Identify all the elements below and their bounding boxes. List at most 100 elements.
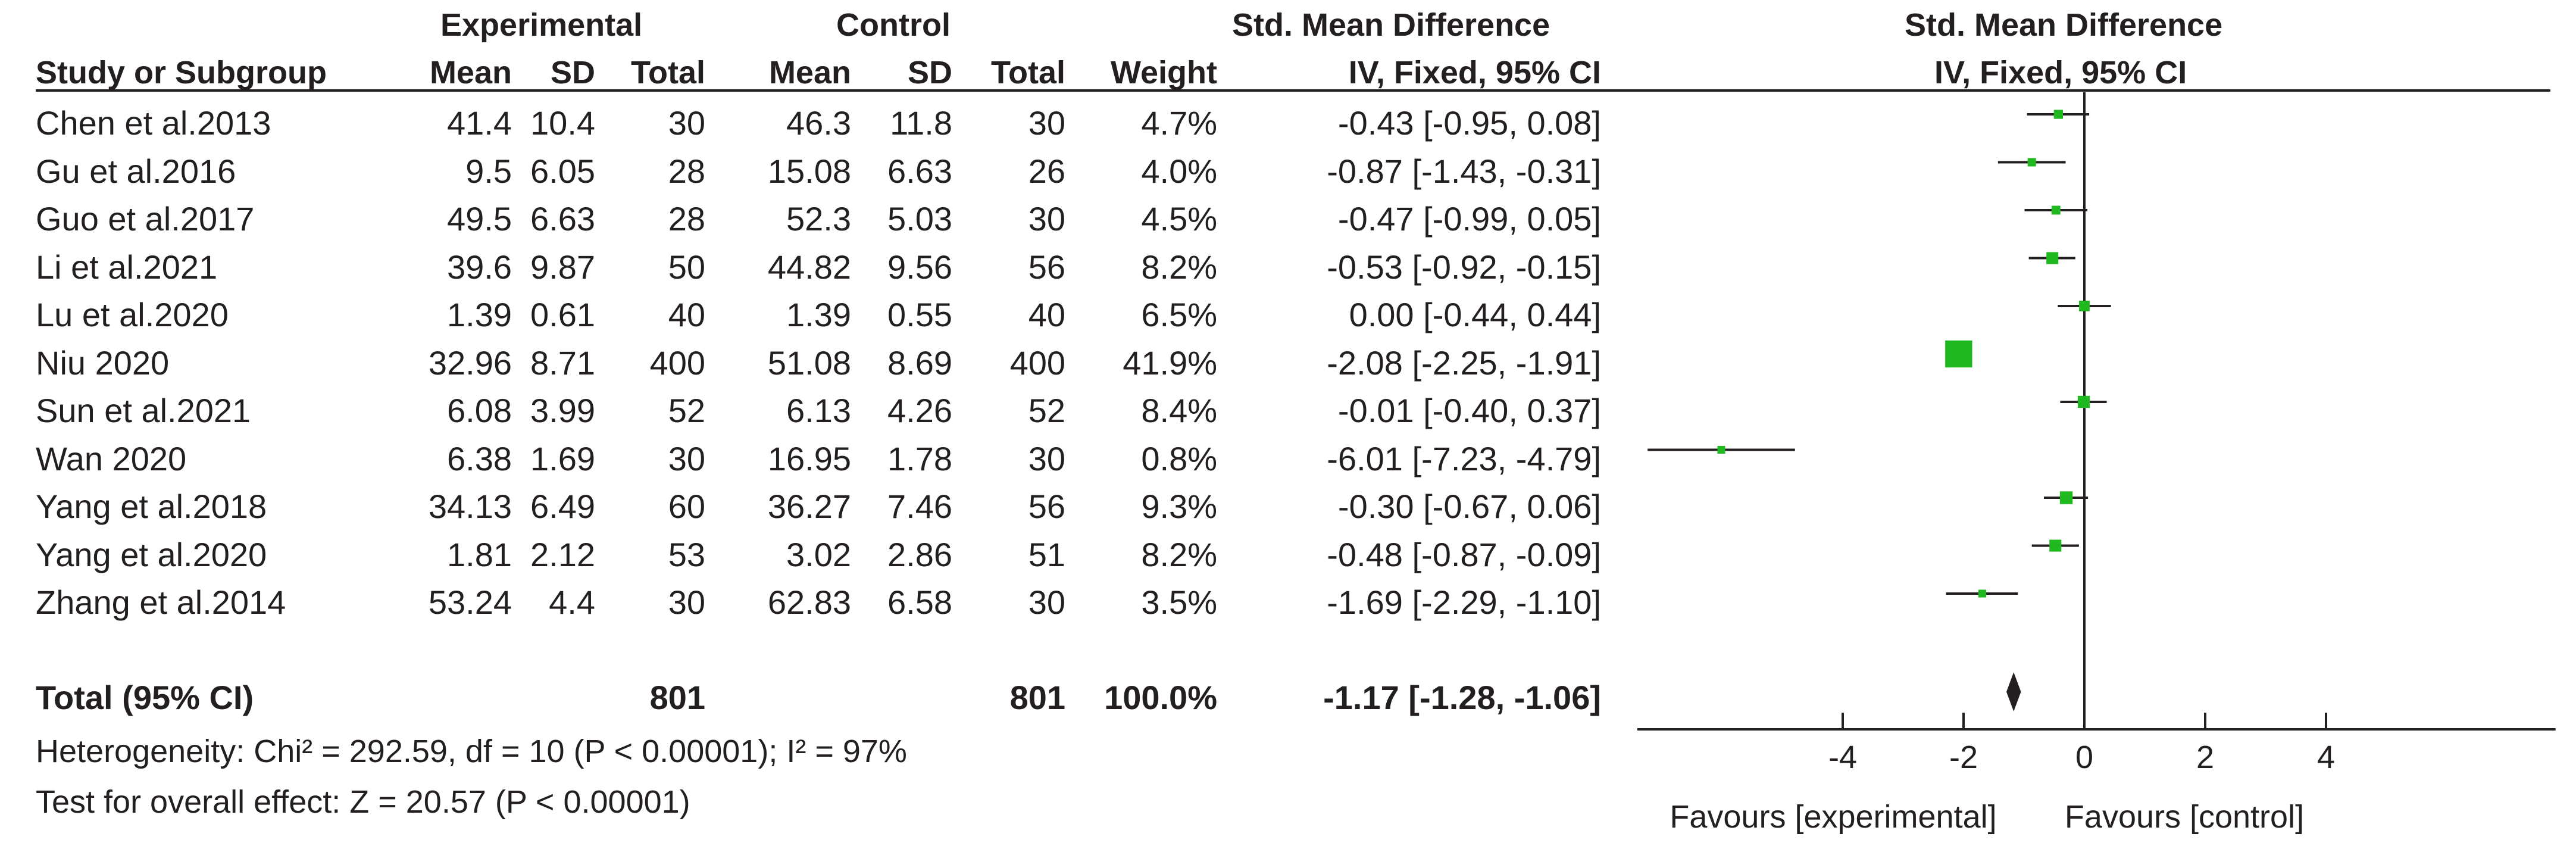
sd-control: 11.8 — [890, 104, 952, 142]
mean-control: 3.02 — [786, 535, 851, 573]
group-control-header: Control — [836, 7, 951, 43]
mean-experimental: 49.5 — [447, 200, 512, 238]
mean-experimental: 39.6 — [447, 248, 512, 286]
sd-control: 8.69 — [887, 344, 952, 382]
effect-marker — [2059, 491, 2073, 504]
mean-experimental: 9.5 — [465, 152, 512, 190]
study-name: Guo et al.2017 — [36, 200, 255, 238]
effect-marker — [2046, 252, 2059, 264]
total-experimental: 30 — [668, 583, 705, 621]
total-experimental: 28 — [668, 152, 705, 190]
weight: 41.9% — [1123, 344, 1217, 382]
weight: 4.0% — [1141, 152, 1217, 190]
smd-ci: 0.00 [-0.44, 0.44] — [1349, 296, 1601, 333]
col-sd-c-header: SD — [907, 55, 952, 90]
study-name: Li et al.2021 — [36, 248, 218, 286]
smd-ci: -0.01 [-0.40, 0.37] — [1337, 392, 1601, 429]
mean-experimental: 32.96 — [428, 344, 512, 382]
sd-control: 9.56 — [887, 248, 952, 286]
study-name: Wan 2020 — [36, 439, 187, 477]
smd-ci: -0.30 [-0.67, 0.06] — [1337, 488, 1601, 525]
sd-experimental: 4.4 — [549, 583, 595, 621]
sd-control: 6.63 — [887, 152, 952, 190]
total-experimental: 52 — [668, 392, 705, 429]
effect-marker — [2027, 158, 2036, 167]
total-experimental: 30 — [668, 104, 705, 142]
weight: 0.8% — [1141, 439, 1217, 477]
effect-marker — [2077, 395, 2090, 408]
study-name: Chen et al.2013 — [36, 104, 271, 142]
header-rule-left — [36, 89, 1637, 92]
sd-experimental: 6.05 — [530, 152, 595, 190]
method-header-left: IV, Fixed, 95% CI — [1348, 55, 1601, 90]
total-control: 400 — [1009, 344, 1065, 382]
total-control: 30 — [1028, 104, 1065, 142]
smd-ci: -0.43 [-0.95, 0.08] — [1337, 104, 1601, 142]
study-name: Yang et al.2018 — [36, 488, 267, 525]
total-ci: -1.17 [-1.28, -1.06] — [1323, 679, 1601, 716]
smd-ci: -2.08 [-2.25, -1.91] — [1327, 344, 1601, 382]
sd-experimental: 6.63 — [530, 200, 595, 238]
total-control: 51 — [1028, 535, 1065, 573]
favours-experimental-label: Favours [experimental] — [1670, 799, 1997, 835]
weight: 4.5% — [1141, 200, 1217, 238]
heterogeneity-text: Heterogeneity: Chi² = 292.59, df = 10 (P… — [36, 733, 907, 769]
study-name: Sun et al.2021 — [36, 392, 251, 429]
sd-experimental: 8.71 — [530, 344, 595, 382]
col-total-c-header: Total — [991, 55, 1065, 90]
col-mean-c-header: Mean — [768, 55, 851, 90]
method-header-right: IV, Fixed, 95% CI — [1934, 55, 2187, 90]
x-tick-label: -2 — [1949, 739, 1978, 775]
weight: 3.5% — [1141, 583, 1217, 621]
total-control: 30 — [1028, 200, 1065, 238]
total-experimental: 28 — [668, 200, 705, 238]
overall-effect-text: Test for overall effect: Z = 20.57 (P < … — [36, 784, 690, 820]
sd-experimental: 9.87 — [530, 248, 595, 286]
mean-control: 36.27 — [767, 488, 851, 525]
total-control: 30 — [1028, 583, 1065, 621]
col-weight-header: Weight — [1111, 55, 1217, 90]
total-experimental: 801 — [649, 679, 705, 716]
total-experimental: 30 — [668, 439, 705, 477]
mean-control: 16.95 — [767, 439, 851, 477]
smd-ci: -0.87 [-1.43, -0.31] — [1327, 152, 1601, 190]
pooled-diamond — [2006, 672, 2021, 711]
total-control: 26 — [1028, 152, 1065, 190]
x-tick-label: -4 — [1828, 739, 1857, 775]
mean-control: 62.83 — [767, 583, 851, 621]
smd-ci: -0.47 [-0.99, 0.05] — [1337, 200, 1601, 238]
weight: 6.5% — [1141, 296, 1217, 333]
sd-experimental: 0.61 — [530, 296, 595, 333]
mean-experimental: 1.81 — [447, 535, 512, 573]
sd-control: 0.55 — [887, 296, 952, 333]
smd-header-right: Std. Mean Difference — [1905, 7, 2223, 43]
mean-control: 15.08 — [767, 152, 851, 190]
mean-control: 46.3 — [786, 104, 851, 142]
group-experimental-header: Experimental — [440, 7, 643, 43]
sd-control: 1.78 — [887, 439, 952, 477]
effect-marker — [1945, 340, 1972, 368]
total-control: 40 — [1028, 296, 1065, 333]
x-tick-label: 4 — [2317, 739, 2335, 775]
mean-control: 51.08 — [767, 344, 851, 382]
sd-control: 4.26 — [887, 392, 952, 429]
study-name: Yang et al.2020 — [36, 535, 267, 573]
col-sd-e-header: SD — [550, 55, 595, 90]
x-tick-label: 2 — [2196, 739, 2214, 775]
study-name: Niu 2020 — [36, 344, 170, 382]
smd-ci: -0.53 [-0.92, -0.15] — [1327, 248, 1601, 286]
total-control: 801 — [1009, 679, 1065, 716]
mean-control: 52.3 — [786, 200, 851, 238]
study-name: Gu et al.2016 — [36, 152, 236, 190]
mean-experimental: 6.08 — [447, 392, 512, 429]
weight: 9.3% — [1141, 488, 1217, 525]
total-experimental: 400 — [649, 344, 705, 382]
mean-experimental: 34.13 — [428, 488, 512, 525]
total-weight: 100.0% — [1104, 679, 1217, 716]
total-control: 56 — [1028, 248, 1065, 286]
total-control: 56 — [1028, 488, 1065, 525]
sd-control: 2.86 — [887, 535, 952, 573]
weight: 8.2% — [1141, 248, 1217, 286]
weight: 4.7% — [1141, 104, 1217, 142]
